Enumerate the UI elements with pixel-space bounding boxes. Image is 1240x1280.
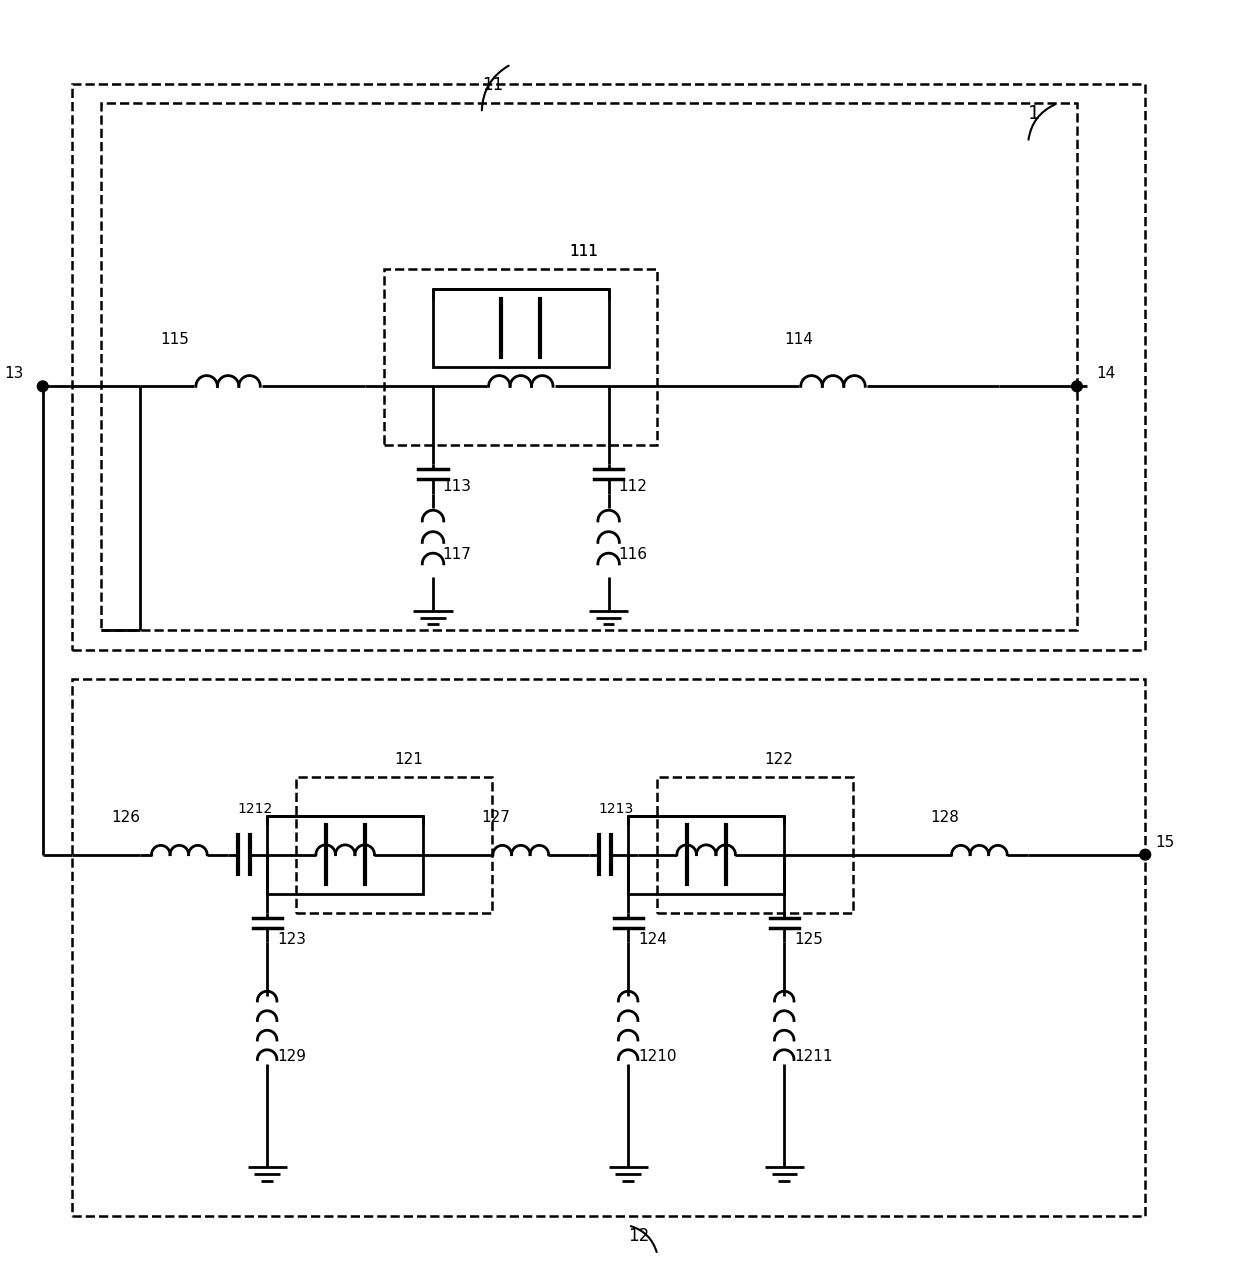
Text: 116: 116 (619, 547, 647, 562)
Text: 115: 115 (160, 333, 188, 347)
Text: 121: 121 (394, 751, 423, 767)
Text: 117: 117 (443, 547, 471, 562)
Text: 114: 114 (784, 333, 813, 347)
Text: 129: 129 (277, 1050, 306, 1065)
Text: 127: 127 (482, 810, 511, 826)
Text: 12: 12 (629, 1228, 650, 1245)
Text: 113: 113 (443, 479, 471, 494)
Text: 1213: 1213 (599, 801, 634, 815)
Circle shape (1140, 850, 1151, 860)
Text: 111: 111 (569, 244, 599, 260)
Text: 126: 126 (112, 810, 140, 826)
Text: 1210: 1210 (637, 1050, 676, 1065)
Text: 14: 14 (1096, 366, 1116, 381)
Circle shape (1071, 381, 1083, 392)
Text: 1: 1 (1028, 104, 1040, 123)
Text: 128: 128 (930, 810, 960, 826)
Circle shape (37, 381, 48, 392)
Text: 124: 124 (637, 932, 667, 947)
Text: 1211: 1211 (794, 1050, 832, 1065)
Text: 125: 125 (794, 932, 823, 947)
Text: 15: 15 (1154, 835, 1174, 850)
Text: 13: 13 (4, 366, 24, 381)
Text: 122: 122 (765, 751, 794, 767)
Text: 1212: 1212 (238, 801, 273, 815)
Text: 112: 112 (619, 479, 647, 494)
Text: 123: 123 (277, 932, 306, 947)
Text: 111: 111 (569, 244, 599, 260)
Text: 11: 11 (482, 76, 503, 93)
